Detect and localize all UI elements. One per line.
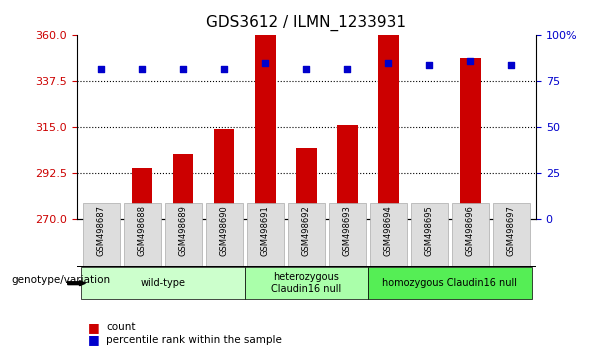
Bar [255,35,276,219]
Text: count: count [106,322,135,332]
FancyBboxPatch shape [247,203,284,266]
FancyBboxPatch shape [493,203,530,266]
Point [260,60,270,66]
Text: GSM498688: GSM498688 [138,205,147,256]
Bar [132,169,153,219]
FancyBboxPatch shape [452,203,489,266]
Text: GSM498691: GSM498691 [261,205,270,256]
FancyBboxPatch shape [206,203,243,266]
Text: heterozygous
Claudin16 null: heterozygous Claudin16 null [271,272,342,294]
Point [97,66,106,72]
FancyBboxPatch shape [81,267,245,299]
Text: ■: ■ [88,321,100,334]
FancyBboxPatch shape [245,267,368,299]
Text: GSM498696: GSM498696 [466,205,475,256]
Bar [337,125,358,219]
Bar [214,130,234,219]
Text: GSM498695: GSM498695 [425,205,434,256]
FancyBboxPatch shape [368,267,532,299]
FancyBboxPatch shape [288,203,325,266]
Text: ■: ■ [88,333,100,346]
Text: GSM498694: GSM498694 [384,205,393,256]
Bar [460,58,481,219]
Point [178,66,188,72]
Text: GSM498687: GSM498687 [97,205,105,256]
Text: homozygous Claudin16 null: homozygous Claudin16 null [382,278,517,288]
Bar [91,217,111,219]
Text: GSM498697: GSM498697 [507,205,516,256]
Point [425,62,434,68]
Point [220,66,229,72]
Text: GSM498693: GSM498693 [343,205,352,256]
FancyBboxPatch shape [124,203,161,266]
FancyBboxPatch shape [82,203,120,266]
FancyBboxPatch shape [165,203,201,266]
Bar [173,154,193,219]
Point [466,58,475,64]
FancyBboxPatch shape [329,203,366,266]
Point [302,66,311,72]
Bar [378,35,399,219]
Text: GSM498692: GSM498692 [302,205,311,256]
Text: wild-type: wild-type [140,278,185,288]
Point [383,60,393,66]
Text: percentile rank within the sample: percentile rank within the sample [106,335,282,345]
Bar [296,148,316,219]
Text: GSM498689: GSM498689 [178,205,188,256]
Text: GSM498690: GSM498690 [220,205,229,256]
FancyBboxPatch shape [411,203,448,266]
FancyBboxPatch shape [370,203,407,266]
Title: GDS3612 / ILMN_1233931: GDS3612 / ILMN_1233931 [206,15,406,31]
Text: genotype/variation: genotype/variation [12,275,111,285]
Point [507,62,516,68]
Point [137,66,147,72]
Point [343,66,352,72]
